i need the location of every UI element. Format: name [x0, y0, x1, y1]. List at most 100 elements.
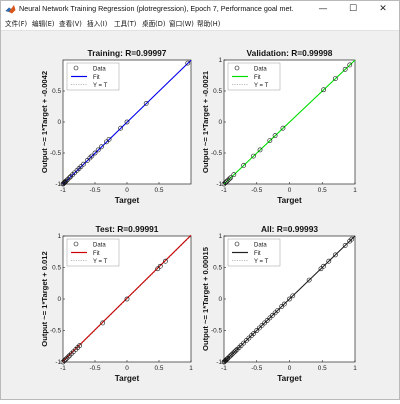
menu-file[interactable]: 文件(F)	[5, 20, 28, 28]
data-point	[257, 147, 263, 153]
data-point	[63, 178, 69, 184]
data-point	[222, 180, 228, 186]
x-tick-label: -1	[221, 187, 227, 194]
legend-fit-label: Fit	[254, 75, 261, 81]
data-point	[272, 310, 278, 316]
menu-edit[interactable]: 编辑(E)	[32, 20, 55, 28]
data-point	[281, 301, 287, 307]
y-tick-label: -1	[55, 181, 61, 188]
menu-view[interactable]: 查看(V)	[59, 20, 82, 28]
data-point	[264, 318, 270, 323]
y-tick-label: -1	[216, 181, 222, 188]
data-point	[155, 266, 161, 272]
data-point	[78, 164, 84, 170]
data-point	[321, 87, 326, 93]
data-point	[318, 266, 324, 272]
menu-desktop[interactable]: 桌面(D)	[142, 20, 166, 28]
data-point	[185, 60, 191, 66]
data-point	[64, 355, 70, 361]
y-tick-label: 1	[218, 233, 222, 240]
x-tick-label: 1	[189, 365, 193, 372]
x-tick-label: 0.5	[155, 187, 164, 194]
window-title: Neural Network Training Regression (plot…	[19, 4, 294, 13]
data-point	[226, 176, 232, 182]
data-point	[332, 252, 338, 258]
data-point	[230, 350, 236, 356]
x-tick-label: -0.5	[89, 365, 100, 372]
data-point	[267, 315, 273, 321]
fit-line	[62, 234, 192, 362]
data-point	[287, 296, 292, 302]
data-point	[124, 119, 130, 125]
data-point	[342, 243, 348, 248]
data-point	[246, 335, 252, 341]
x-tick-label: 0.5	[318, 365, 327, 372]
menu-help[interactable]: 帮助(H)	[197, 20, 221, 28]
regression-plot-3: Test: R=0.99991 -1 -0.5 0 0.5 1 -1 -0.5 0 0.5 1 Tar…	[40, 224, 193, 383]
data-point	[81, 161, 86, 167]
y-tick-label: 1	[218, 57, 222, 64]
menu-window[interactable]: 窗口(W)	[169, 20, 194, 28]
plot-title: All: R=0.99993	[261, 224, 318, 234]
menu-insert[interactable]: 插入(I)	[87, 20, 108, 28]
data-point	[321, 263, 326, 269]
y-tick-label: 0	[57, 296, 61, 303]
title-bar: Neural Network Training Regression (plot…	[1, 1, 399, 17]
data-point	[241, 340, 247, 346]
legend-data-label: Data	[254, 242, 267, 248]
data-point	[342, 66, 348, 72]
data-point	[63, 357, 68, 362]
data-point	[279, 304, 285, 309]
y-axis-label: Output ~= 1*Target + -0.0021	[201, 70, 210, 173]
x-tick-label: -1	[60, 187, 66, 194]
x-axis-label: Target	[277, 196, 302, 205]
data-point	[228, 353, 233, 359]
data-point	[104, 139, 109, 145]
maximize-button[interactable]: ☐	[348, 4, 358, 14]
x-tick-label: 1	[353, 187, 357, 194]
menu-bar: 文件(F) 编辑(E) 查看(V) 插入(I) 工具(T) 桌面(D) 窗口(W…	[1, 17, 399, 31]
legend-data-marker	[73, 65, 79, 71]
x-tick-label: -0.5	[251, 187, 262, 194]
data-point	[84, 158, 90, 163]
y-tick-label: -0.5	[50, 150, 61, 157]
data-point	[118, 125, 123, 131]
x-tick-label: 0	[288, 365, 292, 372]
x-tick-label: -1	[221, 365, 227, 372]
data-point	[100, 320, 106, 326]
data-point	[241, 162, 247, 168]
legend-data-marker	[73, 241, 79, 247]
data-point	[65, 354, 71, 360]
plot-title: Training: R=0.99997	[88, 48, 167, 58]
data-point	[232, 349, 237, 355]
data-point	[67, 175, 72, 181]
y-tick-label: 1	[57, 233, 61, 240]
data-point	[60, 359, 66, 365]
data-point	[62, 179, 68, 185]
data-point	[251, 153, 256, 159]
y-tick-label: -0.5	[50, 328, 61, 335]
data-point	[272, 133, 278, 139]
data-point	[225, 177, 231, 183]
data-point	[162, 258, 168, 264]
close-button[interactable]: ✕	[379, 4, 387, 14]
matlab-logo-icon	[5, 5, 16, 14]
regression-plot-4: All: R=0.99993 -1 -0.5 0 0.5 1 -1 -0.5 0 0.5 1 Targ…	[201, 224, 357, 383]
data-point	[106, 136, 112, 142]
legend-data-label: Data	[93, 242, 106, 248]
minimize-button[interactable]: —	[318, 4, 328, 14]
fit-line	[223, 59, 356, 185]
regression-plot-2: Validation: R=0.99998 -1 -0.5 0 0.5 1 -1 -0.5 0 0…	[201, 48, 357, 205]
fit-line	[223, 235, 356, 363]
legend-fit-label: Fit	[93, 251, 100, 257]
menu-tools[interactable]: 工具(T)	[114, 20, 137, 28]
data-point	[347, 62, 353, 68]
y-tick-label: -0.5	[211, 328, 222, 335]
legend-data-marker	[234, 241, 240, 247]
legend-identity-label: Y = T	[93, 83, 108, 89]
y-tick-label: -0.5	[211, 150, 222, 157]
x-tick-label: -0.5	[89, 187, 100, 194]
y-tick-label: 0.5	[213, 265, 222, 272]
x-tick-label: 0.5	[318, 187, 327, 194]
